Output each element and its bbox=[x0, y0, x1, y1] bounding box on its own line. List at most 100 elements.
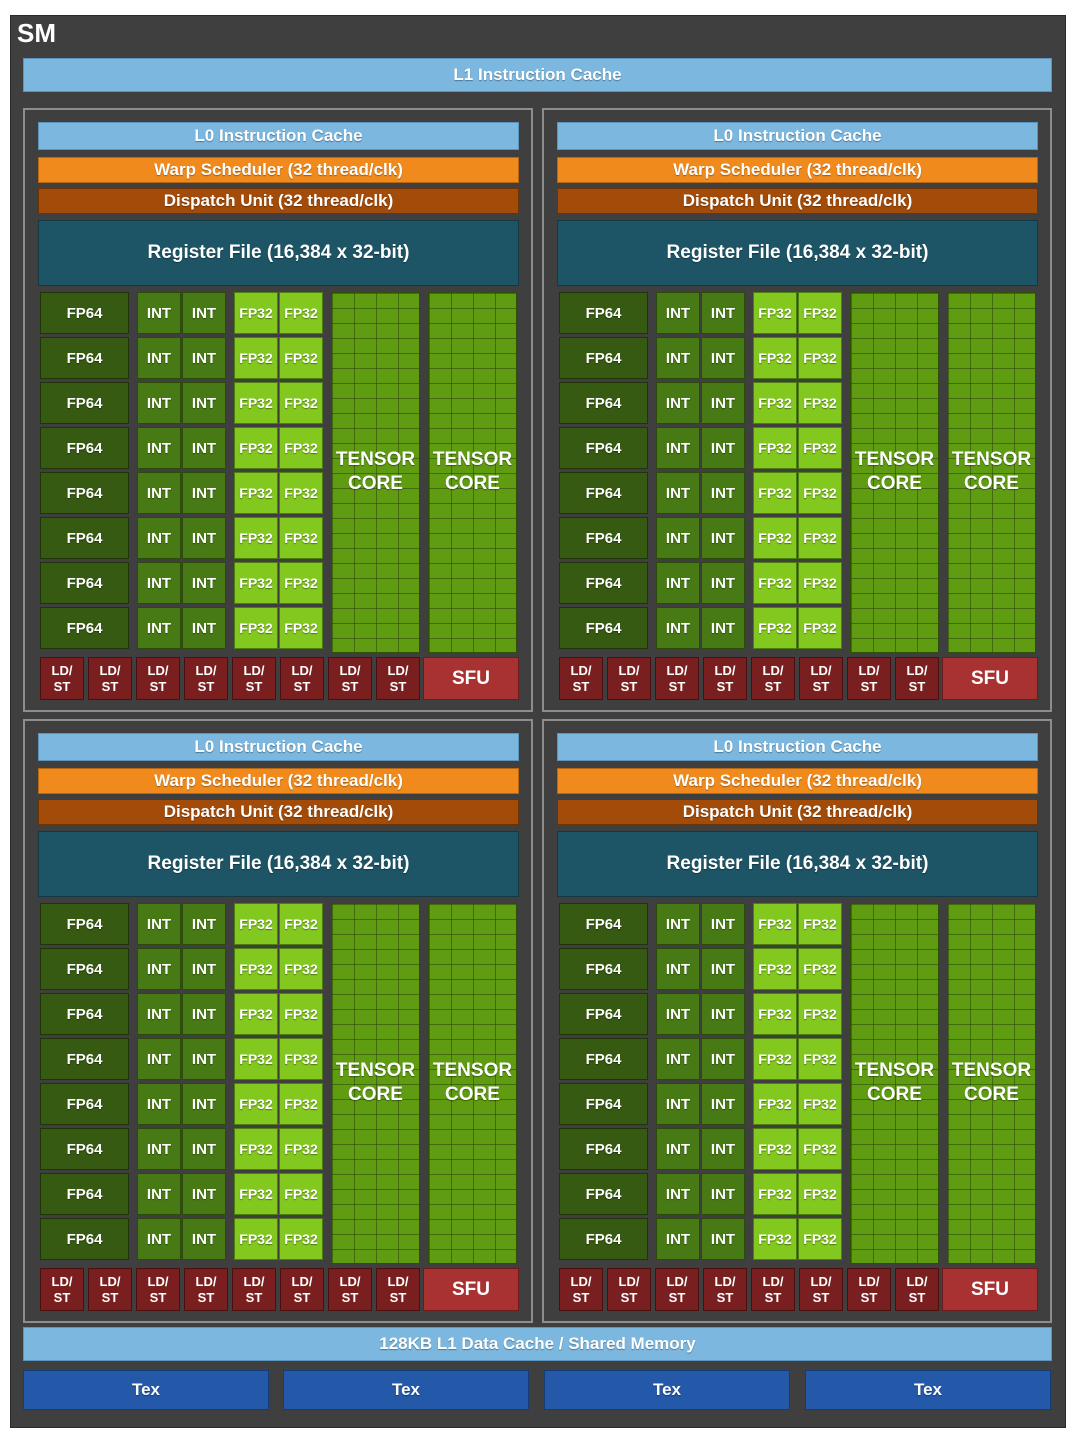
register-file: Register File (16,384 x 32-bit) bbox=[557, 220, 1038, 286]
fp64-unit: FP64 bbox=[40, 948, 129, 990]
ld-st-line2: ST bbox=[101, 678, 119, 694]
ld-st-unit: LD/ST bbox=[184, 657, 228, 700]
ld-st-line2: ST bbox=[53, 1289, 71, 1305]
int-unit: INT bbox=[182, 993, 226, 1035]
int-unit: INT bbox=[701, 948, 745, 990]
ld-st-unit: LD/ST bbox=[703, 657, 747, 700]
int-unit: INT bbox=[656, 1083, 700, 1125]
tensor-core-label-line2: CORE bbox=[867, 473, 922, 494]
tensor-core-label-line2: CORE bbox=[348, 473, 403, 494]
int-unit: INT bbox=[137, 948, 181, 990]
ld-st-line1: LD/ bbox=[570, 1273, 592, 1289]
int-unit: INT bbox=[656, 1173, 700, 1215]
ld-st-line1: LD/ bbox=[147, 1273, 169, 1289]
ld-st-unit: LD/ST bbox=[847, 657, 891, 700]
int-unit: INT bbox=[137, 1218, 181, 1260]
ld-st-unit: LD/ST bbox=[751, 657, 795, 700]
fp64-unit: FP64 bbox=[40, 1038, 129, 1080]
ld-st-line2: ST bbox=[245, 1289, 263, 1305]
fp32-unit: FP32 bbox=[753, 292, 797, 334]
ld-st-line2: ST bbox=[812, 1289, 830, 1305]
warp-scheduler: Warp Scheduler (32 thread/clk) bbox=[38, 157, 519, 183]
fp32-unit: FP32 bbox=[279, 1038, 323, 1080]
fp32-unit: FP32 bbox=[798, 993, 842, 1035]
ld-st-unit: LD/ST bbox=[799, 1268, 843, 1311]
int-unit: INT bbox=[701, 1218, 745, 1260]
fp64-unit: FP64 bbox=[559, 1218, 648, 1260]
ld-st-line2: ST bbox=[716, 678, 734, 694]
dispatch-unit: Dispatch Unit (32 thread/clk) bbox=[557, 188, 1038, 214]
tensor-core-label-line1: TENSOR bbox=[335, 449, 416, 470]
tensor-core-label-line2: CORE bbox=[348, 1084, 403, 1105]
ld-st-line2: ST bbox=[389, 678, 407, 694]
l0-instruction-cache: L0 Instruction Cache bbox=[557, 733, 1038, 761]
ld-st-unit: LD/ST bbox=[136, 657, 180, 700]
int-unit: INT bbox=[701, 1173, 745, 1215]
ld-st-line2: ST bbox=[716, 1289, 734, 1305]
ld-st-unit: LD/ST bbox=[559, 657, 603, 700]
fp32-unit: FP32 bbox=[279, 562, 323, 604]
ld-st-unit: LD/ST bbox=[799, 657, 843, 700]
fp64-unit: FP64 bbox=[559, 948, 648, 990]
processing-block-4: L0 Instruction Cache Warp Scheduler (32 t… bbox=[542, 719, 1052, 1323]
fp32-unit: FP32 bbox=[798, 337, 842, 379]
ld-st-line2: ST bbox=[149, 678, 167, 694]
tensor-core-label: TENSOR CORE bbox=[429, 448, 516, 496]
ld-st-line1: LD/ bbox=[387, 662, 409, 678]
sfu-unit: SFU bbox=[423, 1268, 519, 1311]
fp32-unit: FP32 bbox=[798, 1218, 842, 1260]
ld-st-line2: ST bbox=[764, 678, 782, 694]
fp64-unit: FP64 bbox=[559, 993, 648, 1035]
ld-st-line1: LD/ bbox=[147, 662, 169, 678]
register-file: Register File (16,384 x 32-bit) bbox=[557, 831, 1038, 897]
ld-st-unit: LD/ST bbox=[655, 1268, 699, 1311]
ld-st-line2: ST bbox=[197, 1289, 215, 1305]
dispatch-unit: Dispatch Unit (32 thread/clk) bbox=[557, 799, 1038, 825]
int-unit: INT bbox=[137, 562, 181, 604]
tex-unit-3: Tex bbox=[544, 1370, 790, 1410]
fp32-unit: FP32 bbox=[234, 1038, 278, 1080]
int-unit: INT bbox=[182, 472, 226, 514]
ld-st-line1: LD/ bbox=[243, 1273, 265, 1289]
int-unit: INT bbox=[656, 562, 700, 604]
fp64-unit: FP64 bbox=[40, 382, 129, 424]
ld-st-line2: ST bbox=[53, 678, 71, 694]
processing-block-1: L0 Instruction Cache Warp Scheduler (32 t… bbox=[23, 108, 533, 712]
fp64-unit: FP64 bbox=[40, 1128, 129, 1170]
int-unit: INT bbox=[182, 337, 226, 379]
fp32-unit: FP32 bbox=[279, 517, 323, 559]
fp32-unit: FP32 bbox=[234, 517, 278, 559]
fp32-unit: FP32 bbox=[753, 1128, 797, 1170]
ld-st-line2: ST bbox=[341, 1289, 359, 1305]
ld-st-unit: LD/ST bbox=[184, 1268, 228, 1311]
ld-st-line1: LD/ bbox=[714, 662, 736, 678]
tensor-core-label-line1: TENSOR bbox=[951, 1060, 1032, 1081]
tensor-core-2: TENSOR CORE bbox=[428, 903, 517, 1264]
ld-st-line1: LD/ bbox=[858, 662, 880, 678]
int-unit: INT bbox=[182, 1083, 226, 1125]
int-unit: INT bbox=[182, 427, 226, 469]
ld-st-line1: LD/ bbox=[714, 1273, 736, 1289]
fp32-unit: FP32 bbox=[279, 1218, 323, 1260]
int-unit: INT bbox=[701, 382, 745, 424]
int-unit: INT bbox=[656, 1218, 700, 1260]
ld-st-line2: ST bbox=[908, 1289, 926, 1305]
int-unit: INT bbox=[656, 382, 700, 424]
tensor-core-label-line1: TENSOR bbox=[432, 1060, 513, 1081]
ld-st-line1: LD/ bbox=[618, 1273, 640, 1289]
fp32-unit: FP32 bbox=[279, 948, 323, 990]
fp64-unit: FP64 bbox=[40, 1083, 129, 1125]
fp32-unit: FP32 bbox=[753, 382, 797, 424]
fp32-unit: FP32 bbox=[279, 1083, 323, 1125]
fp32-unit: FP32 bbox=[279, 472, 323, 514]
ld-st-line1: LD/ bbox=[570, 662, 592, 678]
ld-st-line1: LD/ bbox=[51, 662, 73, 678]
int-unit: INT bbox=[701, 1038, 745, 1080]
int-unit: INT bbox=[182, 517, 226, 559]
int-unit: INT bbox=[137, 903, 181, 945]
ld-st-unit: LD/ST bbox=[751, 1268, 795, 1311]
int-unit: INT bbox=[182, 382, 226, 424]
fp64-unit: FP64 bbox=[559, 607, 648, 649]
fp32-unit: FP32 bbox=[798, 948, 842, 990]
ld-st-unit: LD/ST bbox=[607, 1268, 651, 1311]
